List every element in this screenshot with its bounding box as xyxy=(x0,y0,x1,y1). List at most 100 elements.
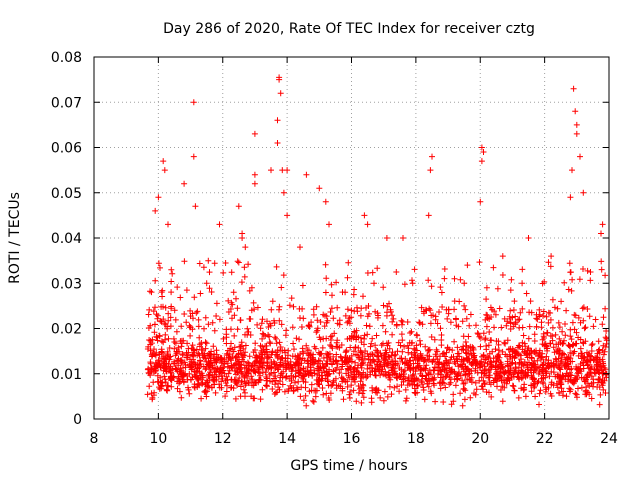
data-point xyxy=(221,361,228,367)
x-tick-label: 12 xyxy=(214,431,232,447)
data-point xyxy=(296,305,303,312)
data-point xyxy=(246,353,253,360)
data-point xyxy=(238,370,245,377)
data-point xyxy=(531,378,538,385)
data-point xyxy=(225,297,232,304)
data-point xyxy=(334,304,341,311)
data-point xyxy=(442,353,449,360)
data-point xyxy=(408,375,415,382)
data-point xyxy=(483,346,490,353)
data-point xyxy=(579,359,586,366)
data-point xyxy=(555,319,562,326)
data-point xyxy=(342,312,349,319)
data-point xyxy=(208,351,214,358)
data-point xyxy=(462,363,469,370)
data-point xyxy=(432,398,439,405)
data-point xyxy=(460,386,467,393)
data-point xyxy=(310,361,316,368)
data-point xyxy=(414,332,421,339)
data-point xyxy=(310,306,317,313)
data-point xyxy=(181,180,188,187)
data-point xyxy=(281,388,288,395)
data-point xyxy=(515,394,522,401)
data-point xyxy=(231,312,238,319)
data-point xyxy=(234,353,240,360)
data-point xyxy=(581,325,588,332)
data-point xyxy=(183,319,190,326)
data-point xyxy=(272,349,279,356)
data-point xyxy=(407,330,414,336)
data-point xyxy=(157,264,163,271)
data-point xyxy=(601,377,608,384)
data-point xyxy=(499,348,506,355)
data-point xyxy=(423,307,430,314)
data-point xyxy=(413,342,420,349)
data-point xyxy=(498,364,505,371)
data-point xyxy=(286,302,293,309)
data-point xyxy=(288,295,295,302)
data-point xyxy=(438,342,445,349)
data-point xyxy=(469,362,476,369)
data-point xyxy=(160,339,167,346)
data-point xyxy=(396,388,403,395)
data-point xyxy=(456,298,463,305)
data-point xyxy=(348,358,355,365)
data-point xyxy=(269,298,276,305)
data-point xyxy=(231,344,238,351)
data-point xyxy=(454,356,461,363)
data-point xyxy=(372,342,379,349)
data-point xyxy=(171,307,178,314)
data-point xyxy=(297,393,304,400)
data-point xyxy=(382,328,389,335)
data-point xyxy=(354,304,360,311)
data-point xyxy=(371,358,378,365)
data-point xyxy=(570,85,577,92)
data-point xyxy=(521,386,528,393)
data-point xyxy=(364,221,371,228)
data-point xyxy=(274,140,281,146)
data-point xyxy=(480,330,487,337)
data-point xyxy=(311,387,318,394)
data-point xyxy=(382,347,389,354)
y-tick-label: 0.06 xyxy=(51,141,82,157)
data-point xyxy=(171,339,178,345)
data-point xyxy=(353,333,360,340)
y-tick-label: 0.07 xyxy=(51,95,82,111)
data-point xyxy=(461,280,468,287)
data-point xyxy=(559,328,566,335)
data-point xyxy=(186,322,193,329)
data-point xyxy=(483,323,490,330)
data-point xyxy=(409,372,416,379)
data-point xyxy=(373,347,380,354)
data-point xyxy=(452,370,459,377)
data-point xyxy=(519,305,526,312)
data-point xyxy=(319,344,326,351)
data-point xyxy=(433,353,440,360)
data-point xyxy=(298,384,305,391)
data-point xyxy=(572,312,579,319)
data-point xyxy=(196,334,203,341)
data-point xyxy=(285,386,292,392)
data-point xyxy=(577,336,584,343)
data-point xyxy=(519,266,526,273)
data-point xyxy=(270,358,277,365)
data-point xyxy=(230,289,237,296)
data-point xyxy=(296,369,303,376)
data-point xyxy=(531,366,538,373)
data-point xyxy=(378,342,385,349)
data-point xyxy=(507,370,514,377)
data-point xyxy=(587,370,594,377)
data-point xyxy=(535,363,541,370)
data-point xyxy=(486,350,493,357)
data-point xyxy=(531,348,538,355)
data-point xyxy=(512,320,519,327)
data-point xyxy=(326,221,332,228)
data-point xyxy=(161,320,168,327)
data-point xyxy=(566,260,573,267)
data-point xyxy=(545,259,552,266)
data-point xyxy=(545,309,552,316)
data-point xyxy=(312,345,319,352)
data-point xyxy=(276,76,283,83)
data-point xyxy=(364,313,371,320)
data-point xyxy=(174,385,181,392)
